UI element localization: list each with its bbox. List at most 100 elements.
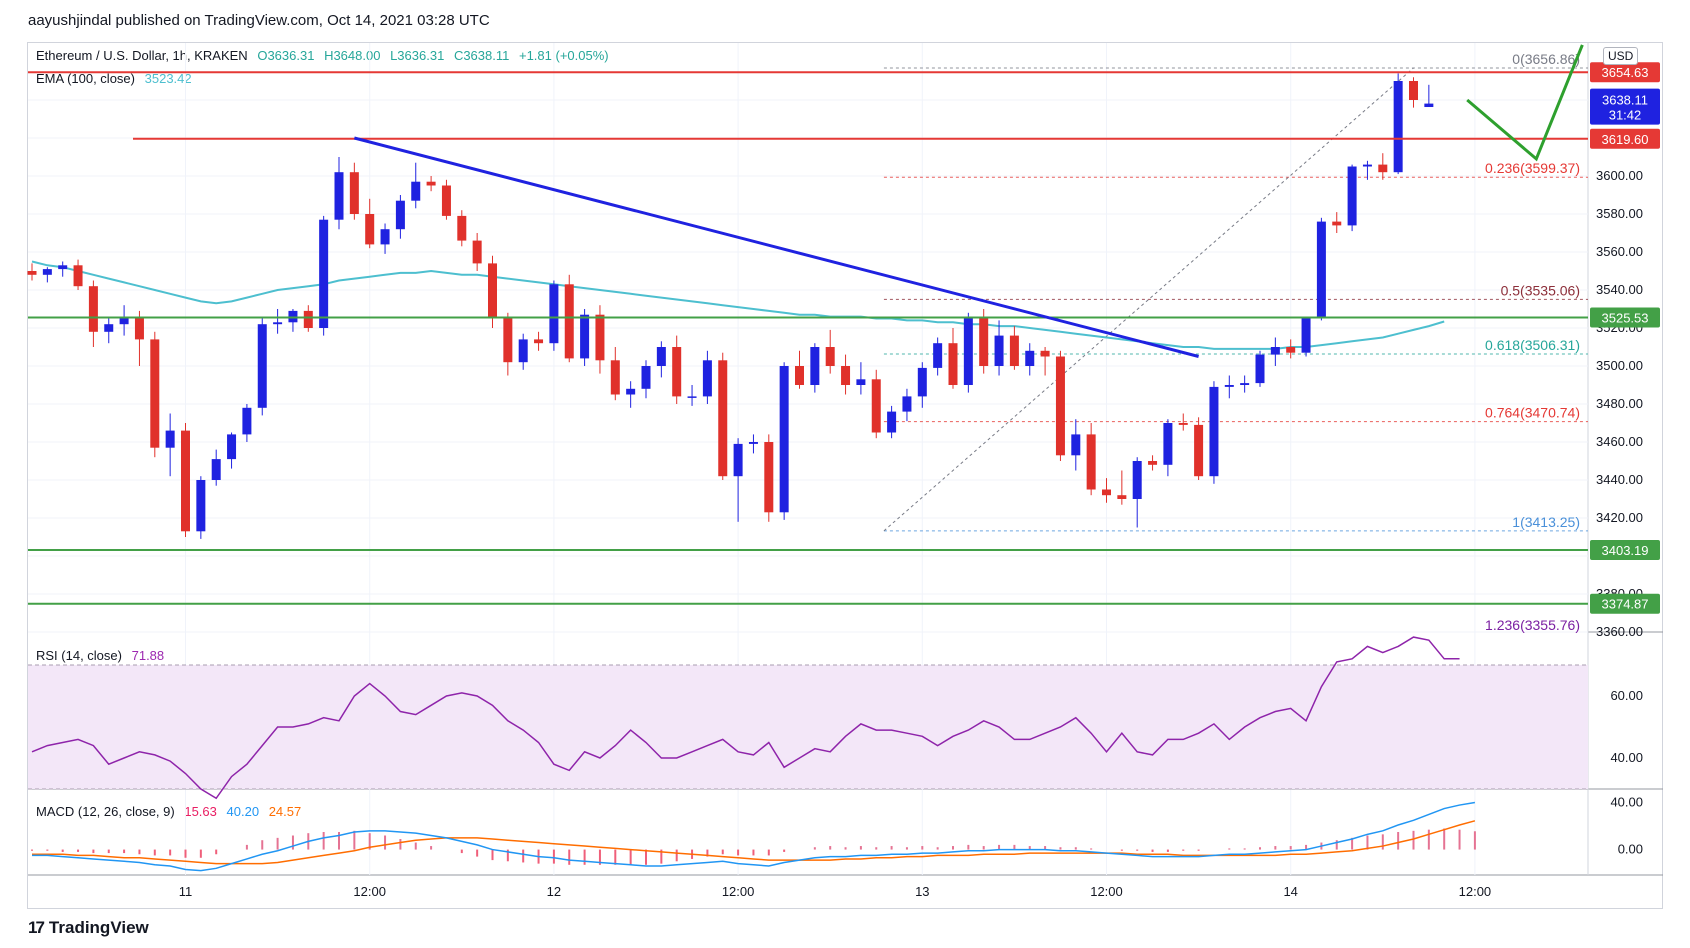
candle-body [334,172,344,220]
rsi-band [28,665,1588,789]
x-tick-label: 12 [547,884,561,899]
candle-body [994,335,1004,366]
candle-body [564,284,574,359]
rsi-line [31,636,1460,800]
candle-body [27,271,37,275]
candle-body [1362,164,1372,167]
candle-body [211,459,221,480]
x-tick-label: 11 [179,884,193,899]
candle-body [104,324,114,332]
candle-body [595,314,605,361]
main-legend: Ethereum / U.S. Dollar, 1h, KRAKEN O3636… [36,48,615,63]
level-price-tag [1590,62,1660,83]
candle-body [718,360,728,477]
candle-body [441,185,451,216]
high-value: H3648.00 [324,48,381,63]
level-price-tag [1590,593,1660,614]
currency-button[interactable]: USD [1603,47,1639,65]
candle-body [395,200,405,230]
candle-body [1071,434,1081,456]
ema-label: EMA (100, close) [36,71,135,86]
candle-body [181,430,190,532]
macd-line [32,801,1476,872]
fib-level-label: 1(3413.25) [1512,514,1580,530]
candle-body [841,366,851,385]
last-price-label: 3638.11 [1602,93,1648,108]
y-tick-label: 3600.00 [1596,168,1643,183]
x-tick-label: 13 [915,884,929,899]
candle-body [1009,335,1019,366]
candle-body [917,367,927,397]
candle-body [1286,347,1296,353]
candle-body [656,347,666,366]
candle-body [1332,221,1342,226]
candle-body [1240,383,1250,385]
candle-body [810,347,820,385]
candle-body [948,343,958,385]
level-price-tag [1590,128,1660,149]
candle-body [825,347,835,366]
last-price-tag [1590,88,1660,125]
candle-body [1347,166,1357,226]
candle-body [979,316,989,366]
level-price-label: 3619.60 [1602,132,1649,147]
candle-body [134,316,144,340]
candle-body [733,443,743,477]
publisher-byline: aayushjindal published on TradingView.co… [28,12,490,29]
fib-level-label: 0.5(3535.06) [1501,282,1580,298]
macd-line-value: 40.20 [226,804,260,819]
rsi-tick-label: 40.00 [1610,750,1643,765]
candle-body [472,240,482,264]
candle-body [1409,81,1418,100]
candle-body [227,434,237,460]
candle-body [1255,354,1265,384]
projection-path [1466,44,1584,162]
level-price-label: 3525.53 [1602,310,1649,325]
fib-level-label: 0.618(3506.31) [1485,337,1580,353]
level-price-tag [1590,539,1660,560]
candle-body [380,229,390,245]
macd-tick-label: 0.00 [1618,842,1643,857]
candle-body [503,318,513,363]
candle-body [610,360,620,395]
y-tick-label: 3360.00 [1596,624,1643,639]
countdown-label: 31:42 [1609,108,1642,123]
candle-body [150,339,160,448]
x-tick-label: 12:00 [1459,884,1492,899]
candle-body [748,442,758,444]
x-tick-label: 14 [1283,884,1297,899]
change-value: +1.81 (+0.05%) [518,48,609,63]
candle-body [42,269,52,275]
y-tick-label: 3420.00 [1596,510,1643,525]
candle-body [257,324,267,408]
candle-body [242,407,252,435]
candle-body [1055,356,1065,456]
candle-body [411,181,421,201]
ema-line [31,260,1445,350]
rsi-tick-label: 60.00 [1610,688,1643,703]
candle-body [1224,385,1234,387]
candle-body [303,310,313,328]
candle-body [933,343,943,368]
ema-legend: EMA (100, close) 3523.42 [36,71,198,86]
candle-body [1132,461,1142,499]
candle-body [856,379,866,385]
level-price-label: 3374.87 [1602,597,1649,612]
candle-body [549,284,559,344]
candle-body [1117,495,1127,499]
candle-body [1194,424,1204,477]
rsi-label: RSI (14, close) [36,648,122,663]
tradingview-logo[interactable]: 17 TradingView [28,918,149,938]
candle-body [1163,423,1173,465]
candle-body [871,379,881,433]
y-tick-label: 3480.00 [1596,396,1643,411]
candle-body [119,316,129,325]
ema-value: 3523.42 [144,71,192,86]
rsi-value: 71.88 [131,648,165,663]
candle-body [1316,221,1326,319]
x-tick-label: 12:00 [353,884,386,899]
candle-body [1270,347,1280,355]
macd-signal-value: 24.57 [268,804,302,819]
candle-body [165,430,175,448]
